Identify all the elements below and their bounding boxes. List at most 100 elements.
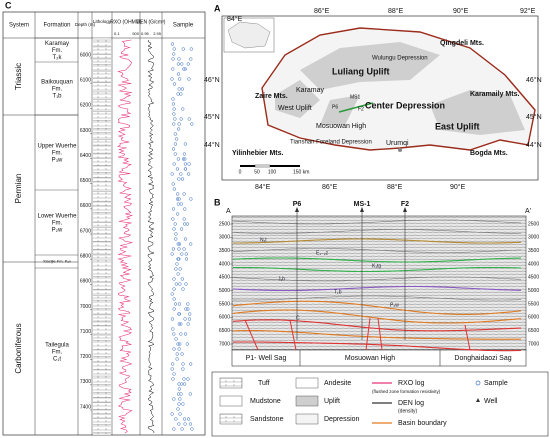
fault [244, 319, 259, 351]
sample [186, 307, 190, 311]
legend-label: Mudstone [250, 398, 281, 405]
uplift [320, 95, 360, 125]
scale-label: 50 [254, 169, 260, 175]
fault [464, 324, 471, 351]
depth-label: 3500 [219, 248, 230, 254]
sample [176, 92, 180, 96]
depth-label: 3000 [219, 235, 230, 241]
lon-label: 90°E [450, 183, 466, 191]
depth-label: 6700 [80, 228, 91, 234]
sample [186, 377, 190, 381]
sample [177, 122, 181, 126]
legend-symbol [475, 380, 481, 386]
lon-label: 84°E [255, 183, 271, 191]
header: Depth (m) [75, 22, 96, 27]
depth-label: 6800 [80, 253, 91, 259]
sample [180, 252, 184, 256]
legend-swatch [219, 377, 243, 389]
sample [182, 152, 187, 156]
sample [172, 227, 176, 231]
sample [171, 147, 176, 151]
depth-label: 5000 [219, 288, 230, 294]
sample [183, 207, 187, 211]
reflector [232, 229, 522, 234]
fault [289, 319, 297, 351]
formation: Upper Wuerhe Fm. P₃w [38, 143, 78, 163]
well-symbol [295, 207, 299, 212]
reflector [232, 300, 522, 315]
sample [187, 77, 191, 81]
horizon-label: P₂w [390, 302, 399, 308]
depth-label: 5500 [528, 301, 539, 307]
uplift [300, 42, 440, 90]
depth-label: 2500 [528, 221, 539, 227]
sample [183, 167, 188, 171]
sample [189, 57, 193, 61]
place: Zaire Mts. [255, 93, 288, 100]
sample [171, 97, 175, 101]
sample [190, 122, 194, 126]
depth-label: 2500 [219, 221, 230, 227]
lat-label: 46°N [526, 76, 542, 84]
place: Luliang Uplift [332, 66, 390, 76]
sample [175, 197, 180, 201]
sample [177, 87, 181, 91]
uplift [430, 90, 525, 135]
sample [172, 307, 176, 311]
lon-label: 86°E [314, 7, 330, 15]
reflector [232, 319, 522, 332]
header: Formation [43, 23, 70, 29]
scale-label: 0 [239, 169, 242, 175]
panel-a: A 84°E 86°E 88°E 90°E 92°E 84°E 86°E 88°… [204, 3, 542, 190]
sample [186, 302, 190, 306]
depth-label: 6500 [528, 328, 539, 334]
sample [187, 117, 191, 121]
sample [181, 362, 185, 366]
sample [171, 57, 175, 61]
sample [181, 402, 185, 406]
region-band [231, 349, 527, 367]
sample [177, 57, 181, 61]
depth-label: 7000 [219, 341, 230, 347]
sample [175, 357, 179, 361]
depth-label: 6500 [219, 328, 230, 334]
sample [183, 162, 188, 166]
depth-label: 4000 [528, 261, 539, 267]
sample [176, 407, 180, 411]
sample [173, 117, 177, 121]
depth-label: 6200 [80, 103, 91, 109]
sample [170, 317, 175, 321]
sample [172, 332, 176, 336]
lat-label: 46°N [204, 76, 220, 84]
sample [172, 287, 176, 291]
panel-label: A [214, 3, 221, 13]
place: Karamaily Mts. [470, 91, 519, 98]
well-symbol [403, 207, 407, 212]
sample [173, 302, 178, 306]
sample [173, 152, 177, 156]
sample [170, 252, 174, 256]
depth-label: 6100 [80, 77, 91, 83]
sample [189, 197, 193, 201]
log-curve [117, 39, 134, 434]
section-end: A [226, 208, 231, 215]
legend-label: DEN log [398, 400, 424, 407]
sample [181, 367, 185, 371]
depth-label: 4000 [219, 261, 230, 267]
depth-label: 3000 [528, 235, 539, 241]
place: Wulungu Depression [372, 56, 428, 62]
region: Donghaidaozi Sag [454, 355, 511, 362]
legend-label: Well [484, 398, 498, 405]
sample [181, 107, 185, 111]
fault [377, 317, 383, 351]
sample [188, 392, 192, 396]
sample [171, 207, 176, 211]
region: Mosuowan High [345, 355, 395, 362]
sample [184, 307, 188, 311]
sample [177, 347, 181, 351]
sample [177, 242, 182, 246]
depth-label: 5500 [219, 301, 230, 307]
sample [177, 402, 181, 406]
inset-country [227, 21, 271, 49]
sample [176, 392, 181, 396]
